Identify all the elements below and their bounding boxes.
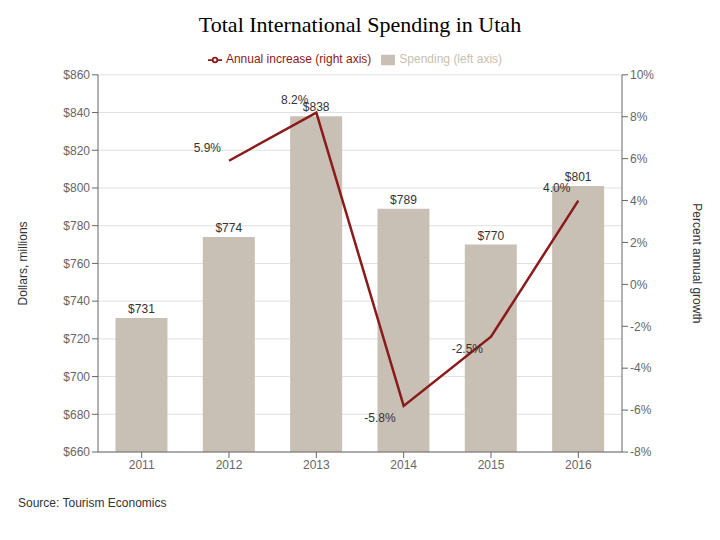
svg-text:2013: 2013 (303, 458, 330, 472)
svg-text:$838: $838 (302, 100, 330, 115)
svg-text:2011: 2011 (129, 458, 155, 472)
svg-text:8%: 8% (630, 110, 648, 124)
svg-text:-6%: -6% (630, 403, 652, 417)
svg-text:$820: $820 (63, 144, 90, 158)
svg-text:Percent annual growth: Percent annual growth (690, 203, 704, 323)
svg-text:-4%: -4% (630, 361, 652, 375)
svg-text:$780: $780 (63, 219, 90, 233)
svg-text:2016: 2016 (565, 458, 592, 472)
svg-text:8.2%: 8.2% (281, 93, 309, 107)
svg-text:4.0%: 4.0% (543, 181, 571, 195)
svg-text:$720: $720 (63, 332, 90, 346)
svg-text:-5.8%: -5.8% (364, 411, 396, 425)
svg-text:2014: 2014 (390, 458, 417, 472)
svg-text:$801: $801 (564, 170, 592, 185)
html-text:Spending (left axis): Spending (left axis) (399, 52, 503, 66)
svg-text:10%: 10% (630, 68, 654, 82)
html-text:Annual increase (right axis): Annual increase (right axis) (225, 52, 372, 66)
svg-text:2015: 2015 (478, 458, 505, 472)
svg-text:5.9%: 5.9% (194, 141, 222, 155)
svg-text:$800: $800 (63, 181, 90, 195)
svg-text:$740: $740 (63, 294, 90, 308)
html-text:Total International Spending i: Total International Spending in Utah (198, 12, 522, 37)
svg-text:2%: 2% (630, 236, 648, 250)
svg-text:Dollars, millions: Dollars, millions (16, 221, 30, 305)
svg-text:-2.5%: -2.5% (452, 342, 484, 356)
svg-text:$731: $731 (128, 302, 155, 316)
svg-text:-2%: -2% (630, 320, 652, 334)
svg-text:$770: $770 (477, 229, 504, 243)
svg-text:$760: $760 (63, 257, 90, 271)
svg-text:-8%: -8% (630, 445, 652, 459)
svg-text:$680: $680 (63, 408, 90, 422)
svg-text:$660: $660 (63, 445, 90, 459)
svg-text:0%: 0% (630, 278, 648, 292)
html-text:Source: Tourism Economics: Source: Tourism Economics (18, 496, 167, 510)
svg-text:2012: 2012 (216, 458, 243, 472)
svg-text:$774: $774 (215, 221, 242, 235)
svg-text:6%: 6% (630, 152, 648, 166)
svg-text:$840: $840 (63, 106, 90, 120)
svg-text:$860: $860 (63, 68, 90, 82)
svg-text:$789: $789 (390, 193, 417, 207)
svg-text:4%: 4% (630, 194, 648, 208)
svg-text:$700: $700 (63, 370, 90, 384)
